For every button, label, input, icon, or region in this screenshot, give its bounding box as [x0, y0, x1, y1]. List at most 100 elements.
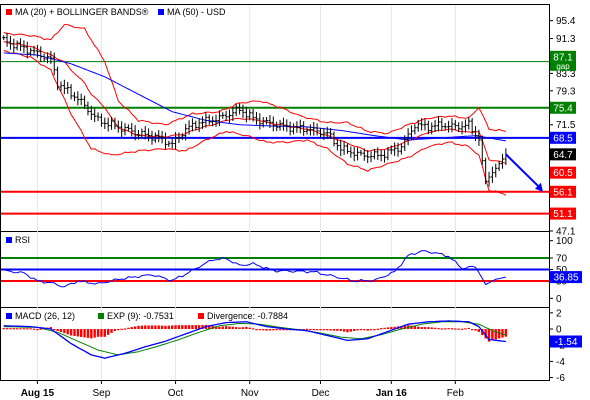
legend-layer: MA (20) + BOLLINGER BANDS® MA (50) - USD R… — [6, 7, 288, 321]
divergence-bar — [113, 329, 117, 331]
divergence-bar — [440, 328, 444, 330]
divergence-bar — [282, 329, 285, 331]
divergence-bar — [470, 329, 474, 331]
divergence-bar — [9, 328, 12, 330]
legend-label: EXP (9): -0.7531 — [107, 311, 174, 321]
divergence-bar — [332, 329, 336, 331]
divergence-bar — [265, 329, 268, 331]
price-value-label: 51.1 — [553, 209, 573, 220]
rsi-line — [3, 250, 507, 288]
divergence-bar — [160, 325, 164, 330]
divergence-bar — [336, 329, 339, 331]
divergence-bar — [437, 328, 440, 330]
divergence-bar — [309, 329, 312, 331]
divergence-bar — [127, 327, 130, 330]
divergence-bar — [275, 329, 278, 331]
divergence-bar — [241, 327, 245, 330]
macd-layer — [2, 320, 508, 359]
divergence-bar — [487, 329, 491, 342]
divergence-bar — [2, 328, 5, 330]
divergence-bar — [467, 327, 470, 330]
divergence-bar — [481, 329, 484, 336]
divergence-bar — [235, 327, 238, 330]
divergence-bar — [245, 326, 248, 330]
month-label: Sep — [93, 388, 111, 399]
divergence-bar — [423, 327, 427, 330]
rsi-ytick-label: 70 — [556, 253, 568, 264]
divergence-bar — [76, 329, 80, 337]
divergence-bar — [137, 325, 140, 330]
legend-swatch — [158, 9, 164, 15]
divergence-bar — [140, 325, 144, 330]
price-value-label: 64.7 — [553, 150, 573, 161]
divergence-bar — [120, 328, 123, 330]
divergence-bar — [272, 329, 275, 331]
divergence-bar — [305, 328, 309, 330]
divergence-bar — [184, 325, 187, 330]
divergence-bar — [201, 324, 204, 330]
divergence-bar — [464, 328, 467, 330]
legend-swatch — [6, 237, 12, 243]
divergence-bar — [447, 328, 450, 330]
divergence-bar — [103, 329, 106, 337]
divergence-bar — [59, 329, 63, 333]
divergence-bar — [302, 329, 305, 331]
divergence-bar — [319, 329, 322, 331]
price-value-label-box — [550, 166, 576, 179]
price-ytick-label: 71.5 — [556, 120, 576, 131]
divergence-bar — [181, 325, 184, 330]
legend-swatch — [198, 313, 204, 319]
divergence-bar — [208, 325, 211, 330]
divergence-bar — [376, 328, 379, 330]
divergence-bar — [191, 325, 194, 330]
divergence-bar — [157, 325, 160, 330]
price-layer — [2, 24, 543, 196]
macd-line — [3, 320, 506, 359]
legend-label: Divergence: -0.7884 — [207, 311, 288, 321]
divergence-bar — [56, 329, 59, 331]
divergence-bar — [19, 328, 22, 330]
price-value-label: 75.4 — [553, 103, 573, 114]
legend-swatch — [6, 313, 12, 319]
divergence-bar — [221, 326, 224, 330]
price-value-label: 56.1 — [553, 187, 573, 198]
divergence-bar — [369, 329, 373, 331]
divergence-bar — [474, 329, 477, 331]
divergence-bar — [497, 329, 501, 339]
month-label: Nov — [241, 388, 259, 399]
divergence-bar — [83, 329, 86, 338]
divergence-bar — [164, 325, 167, 330]
divergence-bar — [147, 325, 150, 330]
divergence-bar — [494, 329, 497, 340]
divergence-bar — [12, 328, 15, 330]
divergence-bar — [224, 326, 228, 330]
price-value-label: 68.5 — [553, 133, 573, 144]
divergence-bar — [130, 327, 133, 330]
divergence-bar — [390, 327, 393, 330]
price-value-label: 60.5 — [553, 168, 573, 179]
divergence-bar — [450, 328, 454, 330]
legend-label: RSI — [15, 235, 30, 245]
ma50-line — [3, 52, 506, 142]
rsi-ytick-label: 100 — [556, 236, 573, 247]
divergence-bar — [32, 328, 36, 330]
divergence-bar — [100, 329, 103, 337]
macd-ytick-label: 0 — [556, 325, 562, 336]
projection-arrow-shaft — [505, 153, 541, 189]
divergence-bar — [63, 329, 66, 334]
divergence-bar — [359, 329, 363, 331]
divergence-bar — [346, 329, 349, 333]
divergence-bar — [386, 327, 390, 330]
divergence-bar — [90, 329, 93, 339]
divergence-bar — [171, 325, 174, 330]
divergence-bar — [49, 327, 53, 330]
divergence-bar — [363, 329, 366, 331]
divergence-bar — [315, 329, 319, 331]
divergence-bar — [238, 327, 241, 330]
divergence-bar — [326, 329, 329, 331]
divergence-bar — [39, 328, 42, 330]
month-label: Jan 16 — [376, 388, 408, 399]
divergence-bar — [187, 325, 191, 330]
divergence-bar — [5, 328, 9, 330]
divergence-bar — [278, 329, 282, 331]
